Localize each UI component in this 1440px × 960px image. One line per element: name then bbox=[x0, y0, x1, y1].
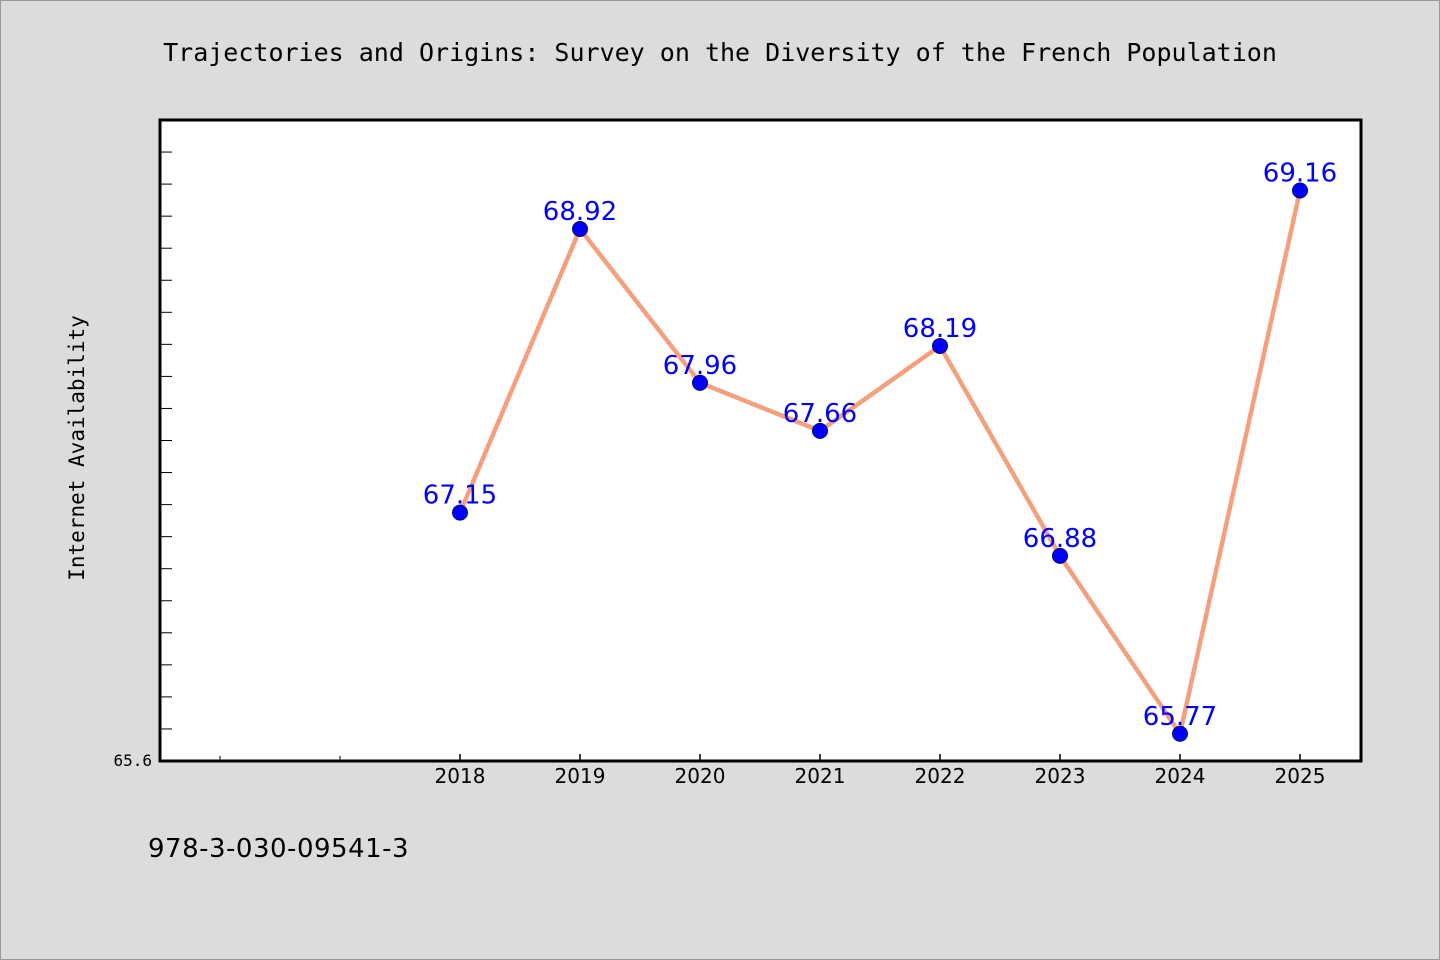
x-tick-label: 2021 bbox=[795, 764, 846, 788]
data-label: 67.66 bbox=[783, 399, 857, 429]
data-point bbox=[452, 504, 468, 521]
x-tick-label: 2020 bbox=[675, 764, 726, 788]
data-point bbox=[572, 220, 588, 237]
y-axis-label: Internet Availability bbox=[65, 315, 89, 581]
data-label: 68.92 bbox=[543, 197, 617, 227]
data-point bbox=[932, 337, 948, 354]
data-label: 68.19 bbox=[903, 314, 977, 344]
data-label: 66.88 bbox=[1023, 524, 1097, 554]
footer-code: 978-3-030-09541-3 bbox=[148, 834, 410, 864]
x-tick-label: 2023 bbox=[1035, 764, 1086, 788]
data-label: 67.96 bbox=[663, 351, 737, 381]
series-group: 67.15 68.92 67.96 67.66 68.19 66.88 65.77 69.16 bbox=[423, 159, 1337, 742]
x-tick-label: 2025 bbox=[1275, 764, 1326, 788]
x-tick-label: 2018 bbox=[435, 764, 486, 788]
series-line bbox=[457, 188, 1303, 737]
data-point bbox=[692, 374, 708, 391]
data-point bbox=[1172, 725, 1188, 742]
data-point bbox=[812, 422, 828, 439]
chart-title: Trajectories and Origins: Survey on the … bbox=[163, 38, 1277, 67]
x-tick-label: 2022 bbox=[915, 764, 966, 788]
data-label: 69.16 bbox=[1263, 159, 1337, 189]
plot-area bbox=[158, 118, 1363, 763]
data-point bbox=[1052, 547, 1068, 564]
y-tick-label-min: 65.6 bbox=[113, 751, 152, 770]
x-axis-ticks: 2018 2019 2020 2021 2022 2023 2024 2025 bbox=[219, 754, 1326, 788]
data-point bbox=[1292, 182, 1308, 199]
data-label: 67.15 bbox=[423, 481, 497, 511]
x-tick-label: 2024 bbox=[1155, 764, 1206, 788]
data-label: 65.77 bbox=[1143, 702, 1217, 732]
x-tick-label: 2019 bbox=[555, 764, 606, 788]
y-axis-ticks bbox=[160, 119, 172, 730]
